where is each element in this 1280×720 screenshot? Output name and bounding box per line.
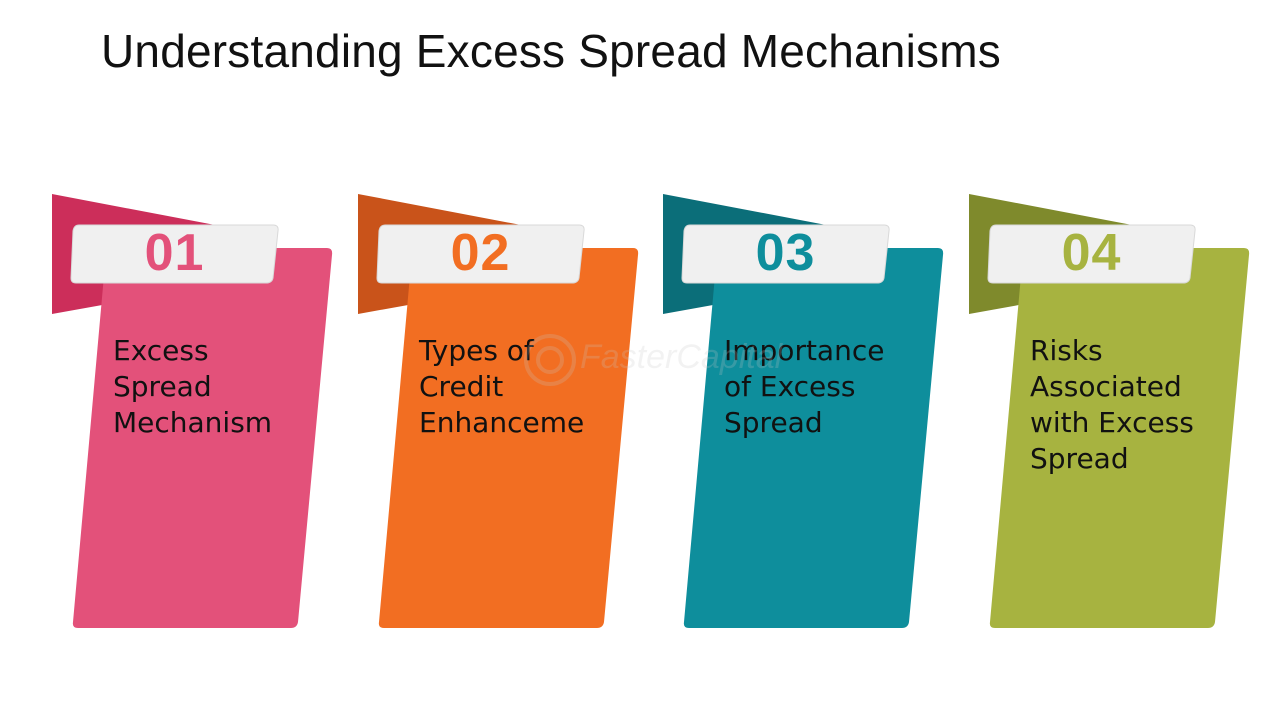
- card-body: [378, 248, 639, 628]
- number-tab: [681, 224, 890, 284]
- step-card-2: 02 Types of Credit Enhanceme: [358, 190, 648, 635]
- step-number: 01: [144, 224, 205, 282]
- step-label: Types of Credit Enhanceme: [419, 334, 585, 439]
- step-card-4: 04 Risks Associated with Excess Spread: [969, 190, 1259, 635]
- number-tab: [987, 224, 1196, 284]
- card-shapes: [52, 194, 333, 628]
- step-label: Importance of Excess Spread: [724, 334, 885, 439]
- step-label: Risks Associated with Excess Spread: [1030, 334, 1194, 475]
- card-shapes: [358, 194, 639, 628]
- card-shapes: [663, 194, 944, 628]
- card-body: [72, 248, 333, 628]
- step-label: Excess Spread Mechanism: [113, 334, 273, 439]
- step-card-3: 03 Importance of Excess Spread: [663, 190, 953, 635]
- step-number: 04: [1061, 224, 1122, 282]
- step-card-1: 01 Excess Spread Mechanism: [52, 190, 342, 635]
- step-number: 03: [755, 224, 816, 282]
- number-tab: [70, 224, 279, 284]
- step-number: 02: [450, 224, 511, 282]
- number-tab: [376, 224, 585, 284]
- card-shapes: [969, 194, 1250, 628]
- card-body: [683, 248, 944, 628]
- page-title: Understanding Excess Spread Mechanisms: [101, 25, 1001, 77]
- card-body: [989, 248, 1250, 628]
